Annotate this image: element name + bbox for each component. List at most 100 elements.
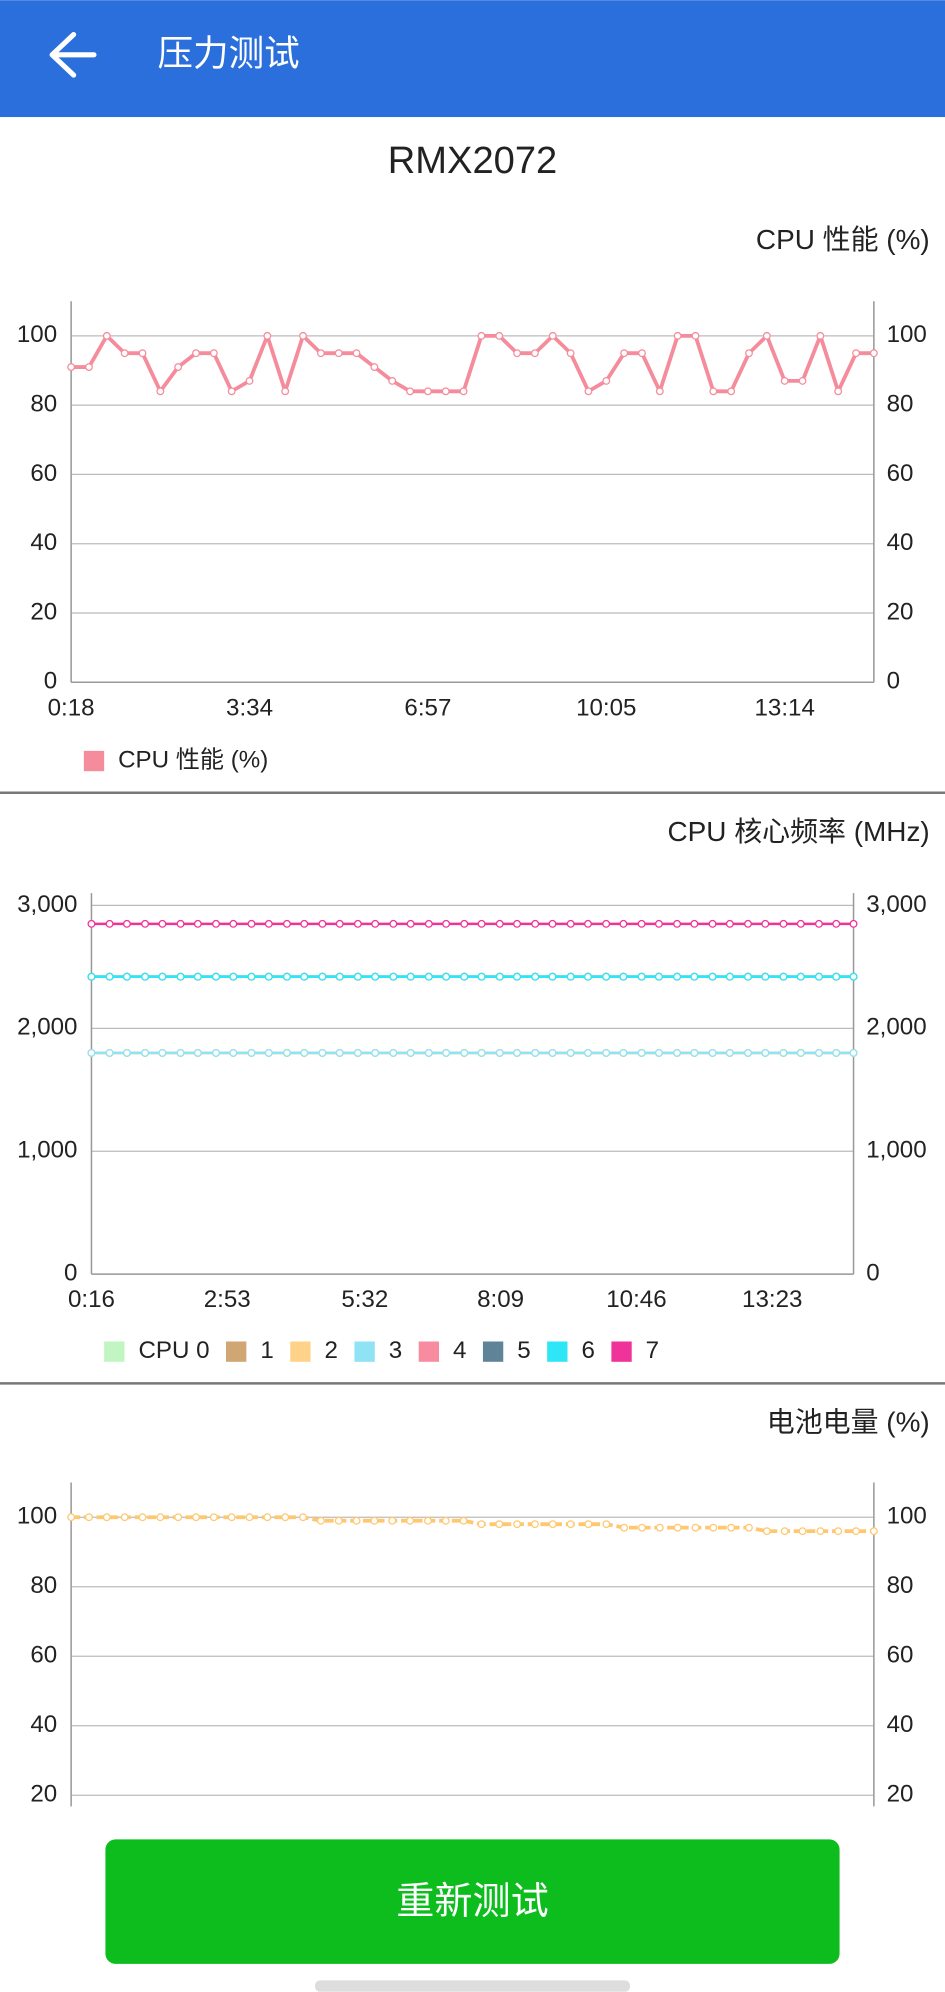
data-point [477, 1048, 486, 1057]
chart-title: CPU 性能 (%) [756, 224, 930, 255]
data-point [745, 349, 753, 358]
data-point [798, 1527, 807, 1536]
data-point [442, 919, 451, 928]
x-tick-label: 2:53 [204, 1286, 251, 1313]
data-point [654, 919, 663, 928]
data-point [299, 331, 307, 340]
data-point [602, 919, 611, 928]
data-point [209, 1513, 218, 1522]
data-point [744, 1048, 752, 1057]
data-point [406, 1516, 415, 1525]
data-point [495, 331, 504, 340]
legend-swatch [104, 1341, 125, 1362]
data-point [122, 1048, 131, 1057]
data-point [283, 972, 291, 981]
data-point [513, 1520, 522, 1529]
y2-tick-label: 80 [887, 1572, 914, 1599]
data-point [548, 1048, 557, 1057]
data-point [424, 972, 433, 981]
x-tick-label: 8:09 [477, 1286, 524, 1313]
y-tick-label: 3,000 [17, 891, 77, 918]
data-point [709, 1523, 718, 1532]
data-point [318, 919, 327, 928]
legend-label: 3 [389, 1337, 402, 1364]
y-tick-label: 100 [17, 321, 57, 348]
data-point [619, 1048, 628, 1057]
data-point [192, 1513, 200, 1522]
data-point [138, 349, 147, 358]
data-point [388, 1516, 397, 1525]
data-point [141, 919, 150, 928]
data-point [638, 349, 646, 358]
data-point [122, 919, 131, 928]
legend-swatch [290, 1341, 311, 1362]
data-point [637, 1048, 646, 1057]
data-point [442, 1048, 451, 1057]
data-point [816, 1527, 825, 1536]
data-point [264, 1048, 273, 1057]
data-point [283, 919, 291, 928]
x-tick-label: 13:23 [742, 1286, 802, 1313]
data-point [513, 972, 521, 981]
home-indicator [315, 1980, 630, 1992]
data-point [602, 972, 611, 981]
legend-swatch [226, 1341, 247, 1362]
data-point [584, 387, 593, 396]
data-point [691, 331, 700, 340]
data-point [779, 1048, 788, 1057]
data-point [548, 972, 557, 981]
data-point [370, 363, 379, 371]
retest-button-label: 重新测试 [396, 1881, 548, 1923]
y2-tick-label: 80 [887, 391, 914, 418]
data-point [849, 919, 858, 928]
data-point [832, 919, 841, 928]
data-point [176, 919, 185, 928]
data-point [727, 387, 736, 396]
data-point [85, 1513, 93, 1522]
legend-swatch [482, 1341, 504, 1362]
data-point [353, 1048, 362, 1057]
data-point [193, 972, 202, 981]
data-point [85, 363, 93, 371]
data-point [423, 387, 432, 396]
data-point [87, 919, 96, 928]
data-point [779, 972, 788, 981]
data-point [335, 972, 344, 981]
y-tick-label: 2,000 [17, 1014, 77, 1041]
data-point [725, 972, 734, 981]
x-tick-label: 0:16 [68, 1286, 115, 1313]
y-tick-label: 40 [30, 529, 57, 556]
y-tick-label: 20 [30, 598, 57, 625]
chart-title: 电池电量 (%) [767, 1406, 930, 1437]
data-point [566, 349, 575, 358]
data-point [300, 972, 309, 981]
data-point [424, 919, 433, 928]
data-point [566, 972, 575, 981]
data-point [849, 1048, 858, 1057]
data-point [209, 349, 218, 358]
data-point [247, 919, 256, 928]
data-point [691, 1523, 700, 1532]
data-point [459, 1516, 468, 1525]
data-point [334, 349, 343, 358]
x-tick-label: 10:46 [606, 1286, 666, 1313]
data-point [212, 972, 220, 981]
retest-button[interactable] [105, 1839, 840, 1964]
y-tick-label: 100 [17, 1503, 57, 1530]
data-point [762, 331, 771, 340]
data-point [389, 972, 398, 981]
data-point [229, 972, 238, 981]
data-point [709, 387, 718, 396]
data-point [227, 1513, 236, 1522]
data-point [120, 349, 129, 358]
data-point [158, 972, 167, 981]
y2-tick-label: 40 [887, 529, 914, 556]
data-point [300, 1048, 309, 1057]
legend-label: 7 [646, 1337, 659, 1364]
legend-swatch [354, 1341, 375, 1362]
back-button[interactable] [49, 31, 97, 78]
data-point [673, 919, 682, 928]
data-point [281, 1513, 290, 1522]
legend-swatch [547, 1341, 568, 1362]
data-point [105, 972, 114, 981]
